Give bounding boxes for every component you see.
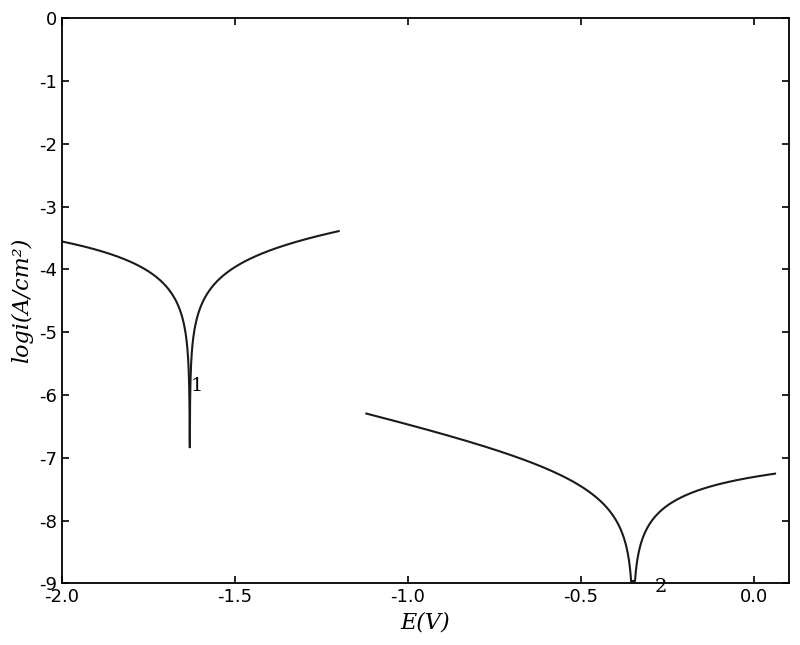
Y-axis label: logi(A/cm²): logi(A/cm²) (11, 238, 34, 363)
Text: 1: 1 (190, 377, 203, 395)
X-axis label: E(V): E(V) (401, 612, 450, 634)
Text: 2: 2 (654, 578, 667, 595)
